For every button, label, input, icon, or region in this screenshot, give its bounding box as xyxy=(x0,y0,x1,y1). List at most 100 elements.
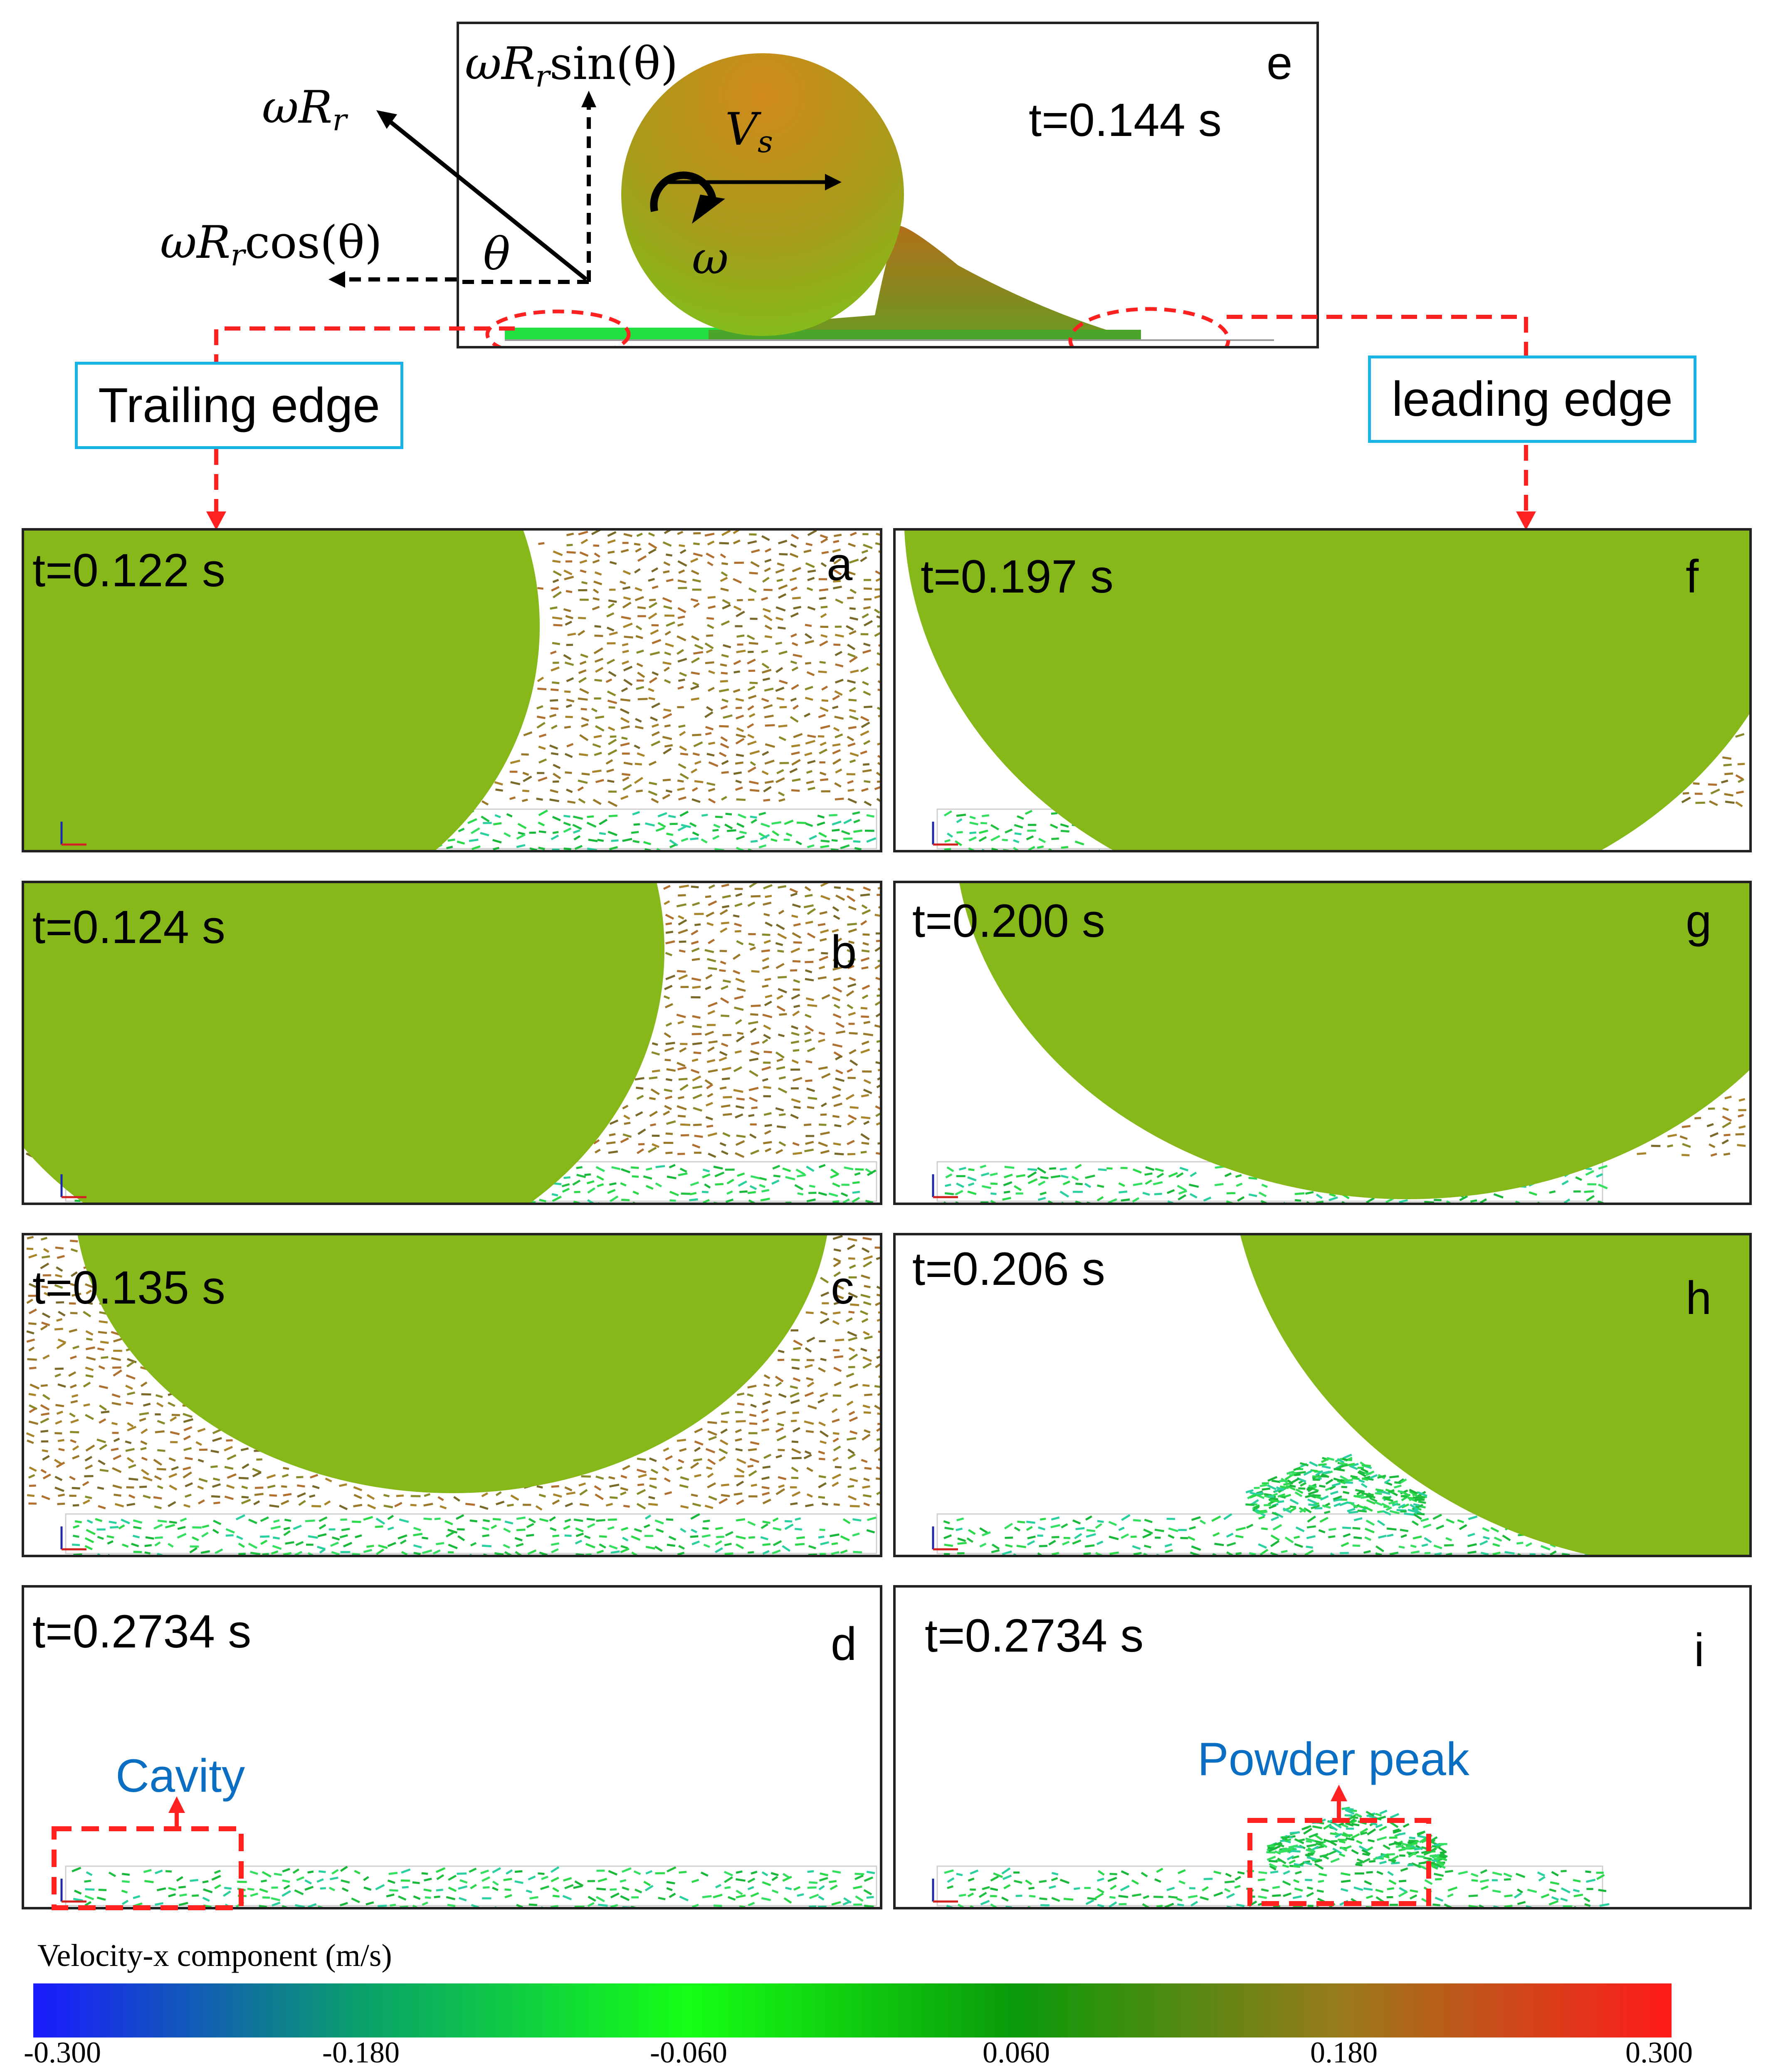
particle xyxy=(153,1459,163,1466)
powder-heap xyxy=(692,226,1141,340)
particle xyxy=(1226,1532,1234,1538)
particle xyxy=(1271,1516,1279,1521)
particle xyxy=(1321,1473,1329,1478)
particle xyxy=(608,671,617,677)
particle xyxy=(72,1345,79,1350)
particle xyxy=(722,604,731,610)
particle xyxy=(1537,1871,1545,1877)
formula-cos: ωRrcos(θ) xyxy=(160,217,383,272)
particle xyxy=(876,1427,880,1432)
particle xyxy=(517,822,527,830)
particle xyxy=(723,1113,732,1116)
particle xyxy=(690,837,699,840)
particle xyxy=(723,644,731,649)
particle xyxy=(97,1486,104,1490)
particle xyxy=(1503,1872,1512,1878)
particle xyxy=(693,1051,701,1055)
leading-edge-callout: leading edge xyxy=(1368,356,1696,443)
panel-c-time: t=0.135 s xyxy=(32,1262,225,1314)
particle xyxy=(750,789,760,792)
particle xyxy=(990,1200,996,1203)
particle xyxy=(842,1900,851,1906)
particle xyxy=(878,1349,880,1351)
particle xyxy=(657,822,666,828)
particle xyxy=(652,1069,660,1073)
particle xyxy=(636,1503,646,1510)
particle xyxy=(843,818,852,825)
particle xyxy=(833,1503,840,1506)
particle xyxy=(1314,1840,1324,1844)
particle xyxy=(665,1022,672,1027)
particle xyxy=(821,1073,831,1079)
particle xyxy=(735,761,744,765)
particle xyxy=(1180,1537,1188,1539)
particle xyxy=(820,1277,829,1284)
particle xyxy=(435,1867,446,1873)
particle xyxy=(198,1478,208,1483)
particle xyxy=(853,819,860,824)
particle xyxy=(733,771,742,775)
particle xyxy=(693,552,703,557)
particle xyxy=(1027,1168,1037,1171)
particle xyxy=(1410,1544,1417,1548)
particle xyxy=(1710,788,1720,795)
particle xyxy=(1447,1886,1458,1892)
particle xyxy=(1479,1198,1487,1203)
particle xyxy=(1351,1898,1358,1904)
particle xyxy=(1366,1470,1375,1476)
particle xyxy=(644,1524,650,1529)
particle xyxy=(792,960,801,963)
particle xyxy=(262,1896,270,1899)
particle xyxy=(651,702,660,709)
particle xyxy=(495,1491,502,1497)
particle xyxy=(308,1535,318,1539)
particle xyxy=(662,661,672,665)
particle xyxy=(722,894,731,899)
particle xyxy=(833,1257,841,1263)
particle xyxy=(295,1541,304,1546)
particle xyxy=(648,612,657,620)
particle xyxy=(706,753,715,757)
particle xyxy=(40,1430,49,1433)
particle xyxy=(1369,1860,1376,1863)
particle xyxy=(1145,1166,1155,1171)
particle xyxy=(1399,1478,1407,1484)
particle xyxy=(492,1887,499,1891)
particle xyxy=(750,1050,760,1055)
particle xyxy=(805,1141,814,1145)
particle xyxy=(96,1897,106,1901)
particle xyxy=(594,571,602,576)
particle xyxy=(862,1362,872,1369)
particle xyxy=(704,949,714,953)
particle xyxy=(1189,1526,1196,1530)
particle xyxy=(678,929,688,934)
particle xyxy=(1212,1532,1220,1537)
particle xyxy=(982,814,990,817)
particle xyxy=(1584,1903,1591,1907)
particle xyxy=(765,743,775,748)
particle xyxy=(1248,1177,1257,1180)
particle xyxy=(677,531,684,535)
particle xyxy=(1366,1499,1376,1505)
particle xyxy=(761,1428,770,1432)
particle xyxy=(471,845,481,850)
particle xyxy=(663,995,670,1000)
particle xyxy=(341,1528,350,1531)
particle xyxy=(652,671,659,676)
particle xyxy=(852,1197,860,1203)
particle xyxy=(109,1521,117,1524)
particle xyxy=(98,1331,107,1334)
particle xyxy=(1287,1855,1294,1861)
particle xyxy=(503,1544,510,1549)
particle xyxy=(596,1519,605,1522)
particle xyxy=(1457,1519,1464,1524)
particle xyxy=(99,1385,109,1389)
particle xyxy=(736,1458,746,1464)
particle xyxy=(692,682,699,687)
particle xyxy=(1368,1492,1374,1497)
particle xyxy=(70,1312,78,1314)
particle xyxy=(848,1347,855,1352)
particle xyxy=(71,1394,79,1398)
particle xyxy=(1341,1201,1346,1203)
particle xyxy=(1333,1495,1342,1501)
